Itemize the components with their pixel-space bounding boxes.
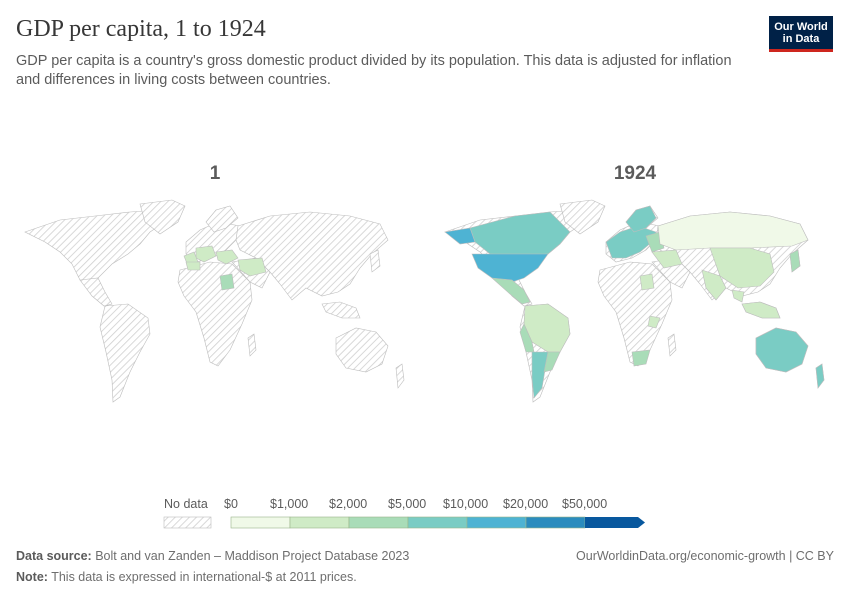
legend-tick-1000: $1,000	[270, 497, 309, 511]
china[interactable]	[709, 247, 775, 289]
scandinavia[interactable]	[625, 205, 657, 233]
uruguay-region[interactable]	[543, 351, 561, 373]
color-legend: No data $0 $1,000 $2,000 $5,000 $10,000 …	[0, 497, 850, 537]
logo-line-2: in Data	[782, 32, 820, 45]
east-africa-region[interactable]	[647, 315, 661, 329]
legend-tick-2000: $2,000	[329, 497, 368, 511]
australia[interactable]	[755, 327, 809, 373]
legend-bin-6[interactable]	[585, 517, 645, 528]
data-note-text: This data is expressed in international-…	[51, 570, 357, 584]
argentina[interactable]	[531, 351, 549, 399]
map-year-1	[24, 199, 405, 403]
united-states[interactable]	[471, 253, 549, 285]
middle-east-region[interactable]	[237, 257, 267, 277]
data-source: Data source: Bolt and van Zanden – Maddi…	[16, 549, 409, 563]
italy-region[interactable]	[195, 245, 217, 263]
mexico-central-america[interactable]	[491, 277, 531, 305]
legend-no-data-label: No data	[164, 497, 208, 511]
source-link[interactable]: OurWorldinData.org/economic-growth | CC …	[576, 549, 834, 563]
panel-title-year-1924: 1924	[613, 163, 657, 184]
owid-logo[interactable]: Our World in Data	[769, 16, 833, 52]
legend-tick-50000: $50,000	[562, 497, 608, 511]
legend-tick-5000: $5,000	[388, 497, 427, 511]
north-africa-region[interactable]	[185, 261, 201, 271]
legend-tick-0: $0	[224, 497, 238, 511]
egypt-region[interactable]	[219, 273, 235, 291]
legend-no-data-swatch[interactable]	[163, 516, 212, 529]
alaska[interactable]	[444, 227, 476, 245]
new-zealand[interactable]	[815, 363, 825, 389]
peru-chile-region[interactable]	[519, 323, 535, 353]
panel-title-year-1: 1	[209, 163, 221, 184]
legend-bin-4[interactable]	[466, 516, 527, 529]
greece-turkey-region[interactable]	[215, 249, 239, 265]
legend-bin-2[interactable]	[348, 516, 409, 529]
japan[interactable]	[789, 249, 801, 273]
soviet-union[interactable]	[657, 211, 809, 251]
legend-tick-20000: $20,000	[503, 497, 549, 511]
legend-tick-10000: $10,000	[443, 497, 489, 511]
indonesia-region[interactable]	[741, 301, 781, 319]
data-source-label: Data source:	[16, 549, 92, 563]
data-note: Note: This data is expressed in internat…	[16, 570, 357, 584]
data-note-label: Note:	[16, 570, 48, 584]
world-maps	[24, 199, 825, 403]
legend-bin-0[interactable]	[230, 516, 291, 529]
india[interactable]	[701, 269, 727, 301]
turkey-iran-region[interactable]	[651, 249, 683, 269]
indochina-region[interactable]	[731, 289, 745, 303]
chart-title: GDP per capita, 1 to 1924	[16, 16, 266, 42]
legend-bin-1[interactable]	[289, 516, 350, 529]
south-africa[interactable]	[631, 349, 651, 367]
egypt[interactable]	[639, 273, 655, 291]
chart-subtitle: GDP per capita is a country's gross dome…	[16, 53, 732, 88]
logo-line-1: Our World	[774, 20, 828, 33]
legend-swatches	[163, 516, 645, 529]
map-year-1924	[444, 199, 825, 403]
legend-bin-3[interactable]	[407, 516, 468, 529]
data-source-text: Bolt and van Zanden – Maddison Project D…	[95, 549, 410, 563]
legend-bin-5[interactable]	[525, 516, 586, 529]
canada[interactable]	[469, 211, 571, 257]
